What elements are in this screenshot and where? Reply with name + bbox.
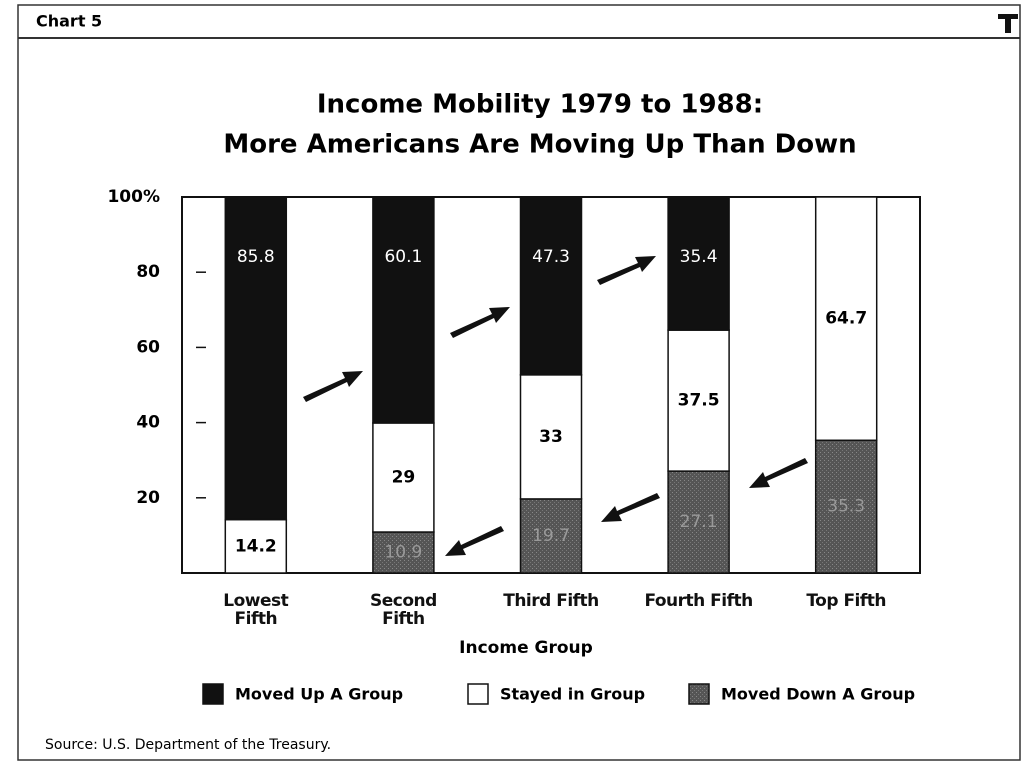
bar-segment xyxy=(667,196,730,331)
header-label: Chart 5 xyxy=(36,12,102,31)
bar-segment xyxy=(814,196,878,442)
legend-label: Stayed in Group xyxy=(500,685,645,704)
y-tick-label: 60 xyxy=(136,337,160,357)
bar-segment xyxy=(372,196,435,424)
x-tick-label: Lowest Fifth xyxy=(223,591,289,629)
y-tick-label: 80 xyxy=(136,262,160,282)
bar-segment xyxy=(519,498,583,574)
bar-segment xyxy=(224,196,288,521)
chart-title: Income Mobility 1979 to 1988: xyxy=(317,90,763,120)
legend-label: Moved Up A Group xyxy=(235,685,403,704)
x-tick-label: Top Fifth xyxy=(806,591,887,611)
x-tick-label: Fourth Fifth xyxy=(644,591,753,611)
data-label: 60.1 xyxy=(384,247,422,267)
x-tick-label: Third Fifth xyxy=(503,591,599,611)
bar-segment xyxy=(224,518,288,574)
y-tick-label: 20 xyxy=(136,488,160,508)
data-label: 37.5 xyxy=(678,391,720,411)
data-label: 14.2 xyxy=(235,536,277,556)
bar-segment xyxy=(372,422,435,533)
data-label: 35.4 xyxy=(680,247,718,267)
bar-segment xyxy=(519,374,583,500)
data-label: 85.8 xyxy=(237,247,275,267)
data-label: 33 xyxy=(539,427,563,447)
data-label: 10.9 xyxy=(384,543,422,563)
data-label: 29 xyxy=(392,467,416,487)
y-tick-label: 40 xyxy=(136,413,160,433)
data-label: 35.3 xyxy=(827,497,865,517)
frame xyxy=(17,4,1021,761)
header-icon xyxy=(998,14,1018,33)
x-axis-label: Income Group xyxy=(459,638,593,658)
legend-swatch xyxy=(202,683,224,705)
data-label: 27.1 xyxy=(680,512,718,532)
y-tick-label: 100% xyxy=(107,187,160,207)
legend-swatch xyxy=(688,683,710,705)
legend-swatch xyxy=(467,683,489,705)
data-label: 64.7 xyxy=(825,309,867,329)
legend-label: Moved Down A Group xyxy=(721,685,915,704)
x-tick-label: Second Fifth xyxy=(369,591,437,629)
data-label: 19.7 xyxy=(532,526,570,546)
chart-subtitle: More Americans Are Moving Up Than Down xyxy=(223,130,856,160)
arrows xyxy=(303,256,808,556)
bar-segment xyxy=(667,329,730,472)
source: Source: U.S. Department of the Treasury. xyxy=(45,737,331,753)
bar-segment xyxy=(667,470,730,574)
data-label: 47.3 xyxy=(532,247,570,267)
bar-segment xyxy=(814,439,878,574)
bar-segment xyxy=(519,196,583,376)
